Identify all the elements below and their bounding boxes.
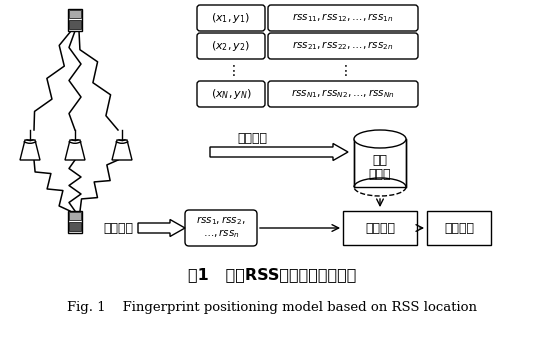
Polygon shape [138, 220, 185, 237]
Text: $rss_{11},rss_{12},\ldots,rss_{1n}$: $rss_{11},rss_{12},\ldots,rss_{1n}$ [292, 12, 394, 24]
Text: 预测位置: 预测位置 [444, 221, 474, 235]
Bar [68, 211, 82, 233]
FancyBboxPatch shape [268, 81, 418, 107]
FancyBboxPatch shape [185, 210, 257, 246]
Bar [343, 211, 417, 245]
Polygon shape [65, 140, 85, 160]
Text: $(x_1, y_1)$: $(x_1, y_1)$ [212, 11, 251, 25]
Text: 位置: 位置 [373, 154, 387, 168]
FancyBboxPatch shape [268, 33, 418, 59]
Text: 指纹库: 指纹库 [369, 169, 391, 182]
Text: 图1   基于RSS位置指纹定位模型: 图1 基于RSS位置指纹定位模型 [188, 268, 356, 283]
Bar [427, 211, 491, 245]
FancyBboxPatch shape [197, 5, 265, 31]
Text: $rss_{N1},rss_{N2},\ldots,rss_{Nn}$: $rss_{N1},rss_{N2},\ldots,rss_{Nn}$ [291, 88, 395, 100]
Polygon shape [20, 140, 40, 160]
Ellipse shape [354, 130, 406, 148]
Text: $\ldots,rss_n$: $\ldots,rss_n$ [202, 227, 239, 240]
Text: 数据采集: 数据采集 [103, 221, 133, 235]
Bar [354, 139, 406, 187]
Bar [69, 212, 81, 220]
Text: 匹配算法: 匹配算法 [365, 221, 395, 235]
Bar [69, 10, 81, 18]
Text: $rss_1,rss_2,$: $rss_1,rss_2,$ [196, 215, 246, 227]
Polygon shape [112, 140, 132, 160]
Polygon shape [210, 143, 348, 160]
Text: $(x_2, y_2)$: $(x_2, y_2)$ [212, 39, 251, 53]
Bar [68, 9, 82, 31]
Text: 数据采集: 数据采集 [237, 132, 267, 144]
Text: $\vdots$: $\vdots$ [338, 64, 348, 79]
Text: $\vdots$: $\vdots$ [226, 64, 236, 79]
FancyBboxPatch shape [197, 81, 265, 107]
Bar [69, 20, 81, 29]
FancyBboxPatch shape [268, 5, 418, 31]
FancyBboxPatch shape [197, 33, 265, 59]
Text: Fig. 1    Fingerprint positioning model based on RSS location: Fig. 1 Fingerprint positioning model bas… [67, 302, 477, 314]
Text: $(x_N, y_N)$: $(x_N, y_N)$ [211, 87, 251, 101]
Bar [69, 222, 81, 231]
Text: $rss_{21},rss_{22},\ldots,rss_{2n}$: $rss_{21},rss_{22},\ldots,rss_{2n}$ [292, 39, 394, 52]
